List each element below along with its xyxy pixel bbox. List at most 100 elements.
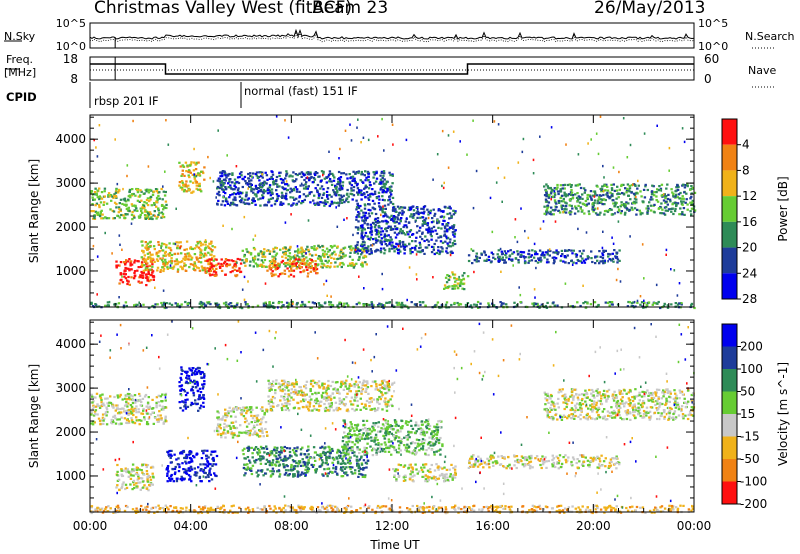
power-cell: [423, 210, 426, 213]
power-cell: [416, 216, 419, 219]
power-cell: [99, 210, 102, 214]
power-cell: [380, 171, 383, 174]
power-cell: [235, 275, 238, 278]
power-cell: [270, 266, 273, 270]
power-cell: [272, 181, 275, 184]
velocity-cell: [256, 414, 260, 417]
velocity-cell: [329, 470, 332, 473]
power-cell: [128, 188, 132, 191]
power-cell: [414, 248, 417, 251]
power-cell: [675, 193, 678, 196]
power-cell: [143, 201, 146, 204]
power-cell: [149, 245, 152, 248]
power-cell: [362, 219, 366, 223]
power-cell: [559, 196, 562, 200]
power-cell: [399, 250, 402, 253]
power-cell: [199, 244, 203, 247]
power-cell: [270, 188, 274, 191]
power-cell: [636, 208, 639, 211]
power-cell: [409, 252, 412, 255]
power-cell: [260, 259, 263, 262]
power-cell: [145, 244, 148, 247]
power-cell: [639, 211, 642, 214]
power-cell: [675, 203, 678, 206]
power-cell: [335, 187, 338, 190]
power-cell: [335, 192, 338, 195]
velocity-cell: [190, 468, 194, 471]
power-cell: [383, 233, 387, 236]
power-cell: [262, 183, 266, 187]
velocity-cell: [208, 472, 211, 475]
power-cell: [616, 185, 619, 188]
power-cell: [618, 259, 621, 262]
power-cell: [245, 248, 248, 251]
power-cell: [266, 192, 270, 195]
velocity-cell: [227, 412, 230, 415]
power-cell: [367, 245, 370, 248]
power-cell: [279, 201, 283, 204]
power-cell: [201, 303, 204, 306]
power-cell: [353, 177, 356, 180]
power-cell: [563, 191, 566, 194]
power-cell: [98, 187, 101, 190]
power-cell: [211, 245, 214, 248]
power-cell: [153, 210, 156, 213]
power-cell: [278, 174, 281, 177]
power-cell: [256, 191, 260, 194]
power-cell: [225, 262, 229, 266]
power-cell: [611, 192, 614, 196]
velocity-cell: [244, 417, 247, 420]
velocity-cell: [138, 423, 141, 426]
velocity-cell: [185, 469, 188, 473]
power-cell: [596, 202, 599, 205]
power-cell: [443, 227, 447, 230]
power-cell: [279, 248, 282, 251]
power-scatter-cell: [493, 120, 496, 123]
power-cell: [334, 194, 338, 197]
power-cell: [681, 195, 684, 198]
power-cell: [499, 258, 503, 261]
power-cell: [285, 301, 289, 304]
velocity-cell: [223, 426, 226, 429]
velocity-cell: [231, 421, 235, 424]
power-scatter-cell: [164, 170, 166, 173]
velocity-cell: [180, 384, 184, 387]
power-cell: [283, 262, 286, 265]
power-cell: [201, 266, 204, 270]
velocity-cell: [292, 465, 296, 468]
power-cell: [144, 258, 147, 261]
power-cell: [376, 221, 379, 224]
power-cell: [306, 275, 309, 278]
power-cell: [271, 192, 274, 195]
power-cell: [311, 254, 314, 257]
power-cell: [117, 191, 120, 194]
velocity-cell: [195, 368, 198, 371]
power-cell: [584, 258, 588, 261]
power-cell: [137, 215, 141, 218]
power-cell: [401, 229, 404, 233]
velocity-cell: [218, 425, 221, 428]
power-cell: [112, 196, 115, 199]
power-cell: [289, 196, 292, 199]
power-cell: [216, 202, 219, 205]
velocity-cell: [319, 457, 322, 460]
power-cell: [358, 255, 361, 259]
power-cell: [676, 188, 680, 191]
power-cell: [305, 264, 308, 267]
power-cell: [132, 192, 135, 196]
velocity-cell: [220, 436, 223, 439]
power-cell: [655, 191, 658, 194]
power-cell: [399, 245, 403, 248]
power-cell: [93, 193, 96, 196]
velocity-cell: [139, 398, 142, 401]
power-cell: [608, 301, 611, 304]
power-cell: [391, 247, 394, 250]
power-cell: [314, 173, 317, 176]
nave-label: Nave: [748, 64, 777, 77]
velocity-cell: [282, 463, 285, 466]
power-cell: [287, 184, 290, 187]
power-cell: [405, 245, 408, 248]
power-cell: [152, 274, 155, 278]
power-cell: [317, 255, 321, 258]
power-cell: [247, 306, 250, 309]
